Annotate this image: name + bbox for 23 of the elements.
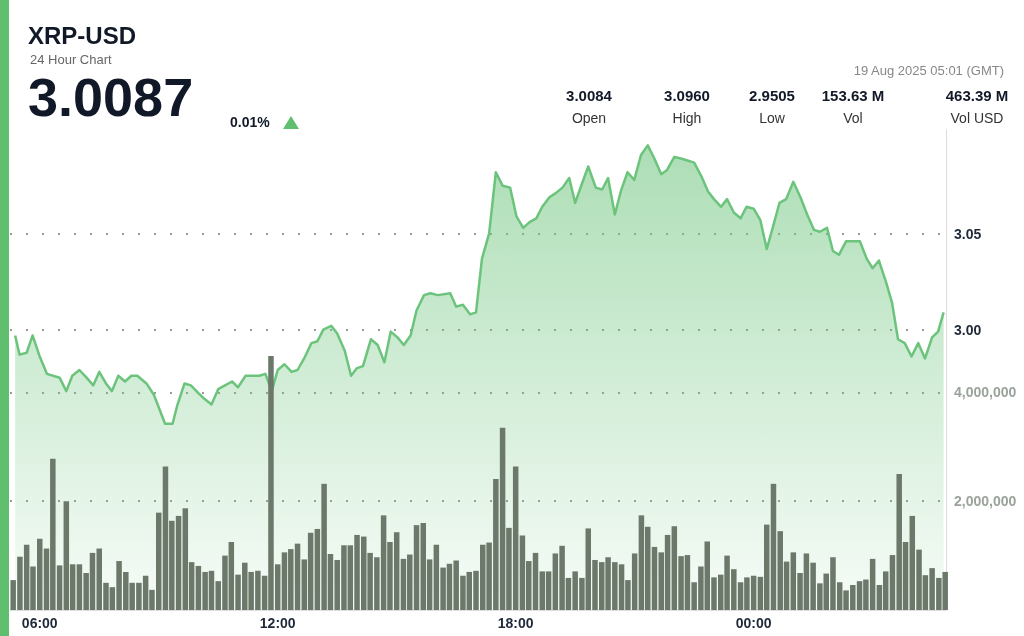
text: 3.0087 <box>28 67 194 127</box>
text: High <box>672 110 702 126</box>
text: 463.39 M <box>945 87 1009 104</box>
chart-title: XRP-USD <box>28 22 137 49</box>
text: 3.0960 <box>664 87 710 104</box>
y2-tick-label: 2,000,000 <box>954 493 1017 510</box>
y2-tick-label: 4,000,000 <box>954 384 1017 401</box>
x-tick-label: 00:00 <box>735 615 772 631</box>
x-tick-label: 06:00 <box>21 615 58 631</box>
text: Low <box>759 110 785 126</box>
x-tick-label: 18:00 <box>497 615 534 631</box>
text: 2.9505 <box>749 87 795 104</box>
y-tick-label: 3.05 <box>954 225 982 242</box>
text: 19 Aug 2025 05:01 (GMT) <box>853 63 1004 78</box>
text: 153.63 M <box>821 87 885 104</box>
text: 3.0084 <box>566 87 612 104</box>
text: Vol USD <box>950 110 1004 126</box>
text: 0.01% <box>230 114 270 130</box>
text: Vol <box>843 110 863 126</box>
text: Open <box>571 110 607 126</box>
x-tick-label: 12:00 <box>259 615 296 631</box>
y-tick-label: 3.00 <box>954 321 982 338</box>
chart-subtitle: 24 Hour Chart <box>30 52 112 67</box>
